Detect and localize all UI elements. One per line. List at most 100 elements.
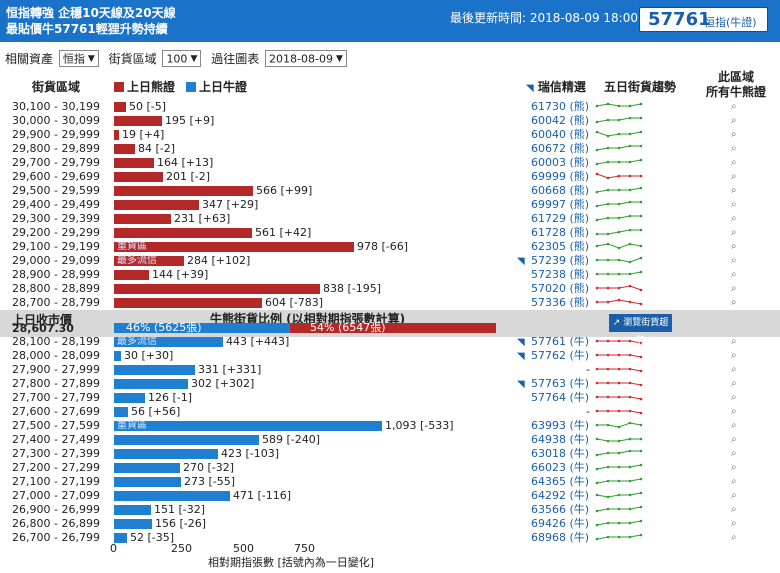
- warrant-code-link[interactable]: -: [586, 405, 590, 418]
- warrant-code-link[interactable]: 60042 (熊): [531, 114, 590, 127]
- warrant-code-link[interactable]: 64938 (牛): [531, 433, 590, 446]
- bear-bar[interactable]: [114, 186, 253, 196]
- bear-bar[interactable]: [114, 270, 149, 280]
- search-icon[interactable]: ⌕: [731, 476, 737, 487]
- headline[interactable]: 恒指轉強 企穩10天線及20天線 最貼價牛57761輕狸升勢持續: [6, 5, 176, 37]
- warrant-code-link[interactable]: 57239 (熊): [531, 254, 590, 267]
- view-trend-button[interactable]: ↗ 瀏覽街貨趨勢: [609, 314, 672, 346]
- warrant-code-link[interactable]: 64365 (牛): [531, 475, 590, 488]
- search-icon[interactable]: ⌕: [731, 350, 737, 361]
- search-icon[interactable]: ⌕: [731, 336, 737, 347]
- warrant-code-link[interactable]: 63018 (牛): [531, 447, 590, 460]
- search-icon[interactable]: ⌕: [731, 227, 737, 238]
- warrant-code-link[interactable]: 60003 (熊): [531, 156, 590, 169]
- bear-bar[interactable]: [114, 214, 171, 224]
- warrant-code-link[interactable]: 60672 (熊): [531, 142, 590, 155]
- bear-bar[interactable]: [114, 130, 119, 140]
- bull-bar[interactable]: [114, 379, 188, 389]
- warrant-code-link[interactable]: 63566 (牛): [531, 503, 590, 516]
- bull-bar[interactable]: [114, 421, 382, 431]
- search-icon[interactable]: ⌕: [731, 143, 737, 154]
- bear-bar[interactable]: [114, 144, 135, 154]
- warrant-code-link[interactable]: 68968 (牛): [531, 531, 590, 544]
- search-icon[interactable]: ⌕: [731, 420, 737, 431]
- search-icon[interactable]: ⌕: [731, 255, 737, 266]
- warrant-code-link[interactable]: 61729 (熊): [531, 212, 590, 225]
- featured-warrant-box[interactable]: 57761 恒指(牛證): [639, 7, 768, 32]
- headline-line2[interactable]: 最貼價牛57761輕狸升勢持續: [6, 22, 168, 36]
- warrant-code-link[interactable]: 57336 (熊): [531, 296, 590, 309]
- search-icon[interactable]: ⌕: [731, 241, 737, 252]
- search-icon[interactable]: ⌕: [731, 297, 737, 308]
- search-icon[interactable]: ⌕: [731, 364, 737, 375]
- warrant-code-link[interactable]: 66023 (牛): [531, 461, 590, 474]
- search-icon[interactable]: ⌕: [731, 392, 737, 403]
- bull-bar[interactable]: [114, 337, 223, 347]
- featured-warrant-code[interactable]: 57761: [648, 9, 711, 30]
- search-icon[interactable]: ⌕: [731, 378, 737, 389]
- search-icon[interactable]: ⌕: [731, 185, 737, 196]
- bear-bar[interactable]: [114, 284, 320, 294]
- bear-bar[interactable]: [114, 298, 262, 308]
- bear-bar[interactable]: [114, 242, 354, 252]
- search-icon[interactable]: ⌕: [731, 171, 737, 182]
- bear-bar[interactable]: [114, 200, 199, 210]
- warrant-code-link[interactable]: 63993 (牛): [531, 419, 590, 432]
- search-icon[interactable]: ⌕: [731, 434, 737, 445]
- headline-line1[interactable]: 恒指轉強 企穩10天線及20天線: [6, 6, 176, 20]
- warrant-code-link[interactable]: 60668 (熊): [531, 184, 590, 197]
- search-icon[interactable]: ⌕: [731, 269, 737, 280]
- search-icon[interactable]: ⌕: [731, 115, 737, 126]
- bull-bar[interactable]: [114, 393, 145, 403]
- search-icon[interactable]: ⌕: [731, 129, 737, 140]
- search-icon[interactable]: ⌕: [731, 518, 737, 529]
- warrant-code-link[interactable]: -: [586, 363, 590, 376]
- bull-bar[interactable]: [114, 407, 128, 417]
- bear-bar[interactable]: [114, 228, 252, 238]
- search-icon[interactable]: ⌕: [731, 490, 737, 501]
- search-icon[interactable]: ⌕: [731, 283, 737, 294]
- warrant-code-link[interactable]: 69426 (牛): [531, 517, 590, 530]
- warrant-code-link[interactable]: 57020 (熊): [531, 282, 590, 295]
- warrant-code-link[interactable]: 69997 (熊): [531, 198, 590, 211]
- bear-bar[interactable]: [114, 116, 162, 126]
- zone-select[interactable]: 100 ▼: [162, 50, 202, 67]
- warrant-code-link[interactable]: 61728 (熊): [531, 226, 590, 239]
- bear-bar[interactable]: [114, 256, 184, 266]
- bull-bar[interactable]: [114, 351, 121, 361]
- bull-bar[interactable]: [114, 491, 230, 501]
- warrant-code-link[interactable]: 60040 (熊): [531, 128, 590, 141]
- bull-bar[interactable]: [114, 477, 181, 487]
- warrant-code-link[interactable]: 57762 (牛): [531, 349, 590, 362]
- warrant-code-link[interactable]: 57763 (牛): [531, 377, 590, 390]
- bear-bar[interactable]: [114, 102, 126, 112]
- search-icon[interactable]: ⌕: [731, 448, 737, 459]
- bull-bar[interactable]: [114, 365, 195, 375]
- warrant-code-link[interactable]: 62305 (熊): [531, 240, 590, 253]
- bull-bar[interactable]: [114, 519, 152, 529]
- bull-bar[interactable]: [114, 533, 127, 543]
- bull-bar[interactable]: [114, 505, 151, 515]
- search-icon[interactable]: ⌕: [731, 504, 737, 515]
- search-icon[interactable]: ⌕: [731, 532, 737, 543]
- warrant-code-link[interactable]: 69999 (熊): [531, 170, 590, 183]
- bull-bar[interactable]: [114, 449, 218, 459]
- search-icon[interactable]: ⌕: [731, 406, 737, 417]
- search-icon[interactable]: ⌕: [731, 462, 737, 473]
- warrant-code-link[interactable]: 57238 (熊): [531, 268, 590, 281]
- bear-bar[interactable]: [114, 172, 163, 182]
- search-icon[interactable]: ⌕: [731, 199, 737, 210]
- warrant-code-link[interactable]: 57761 (牛): [531, 335, 590, 348]
- bull-bar[interactable]: [114, 435, 259, 445]
- trend-point: [595, 232, 599, 236]
- search-icon[interactable]: ⌕: [731, 157, 737, 168]
- asset-select[interactable]: 恒指 ▼: [58, 50, 99, 67]
- bull-bar[interactable]: [114, 463, 180, 473]
- warrant-code-link[interactable]: 61730 (熊): [531, 100, 590, 113]
- search-icon[interactable]: ⌕: [731, 101, 737, 112]
- bear-bar[interactable]: [114, 158, 154, 168]
- search-icon[interactable]: ⌕: [731, 213, 737, 224]
- warrant-code-link[interactable]: 57764 (牛): [531, 391, 590, 404]
- past-chart-select[interactable]: 2018-08-09 ▼: [265, 50, 347, 67]
- warrant-code-link[interactable]: 64292 (牛): [531, 489, 590, 502]
